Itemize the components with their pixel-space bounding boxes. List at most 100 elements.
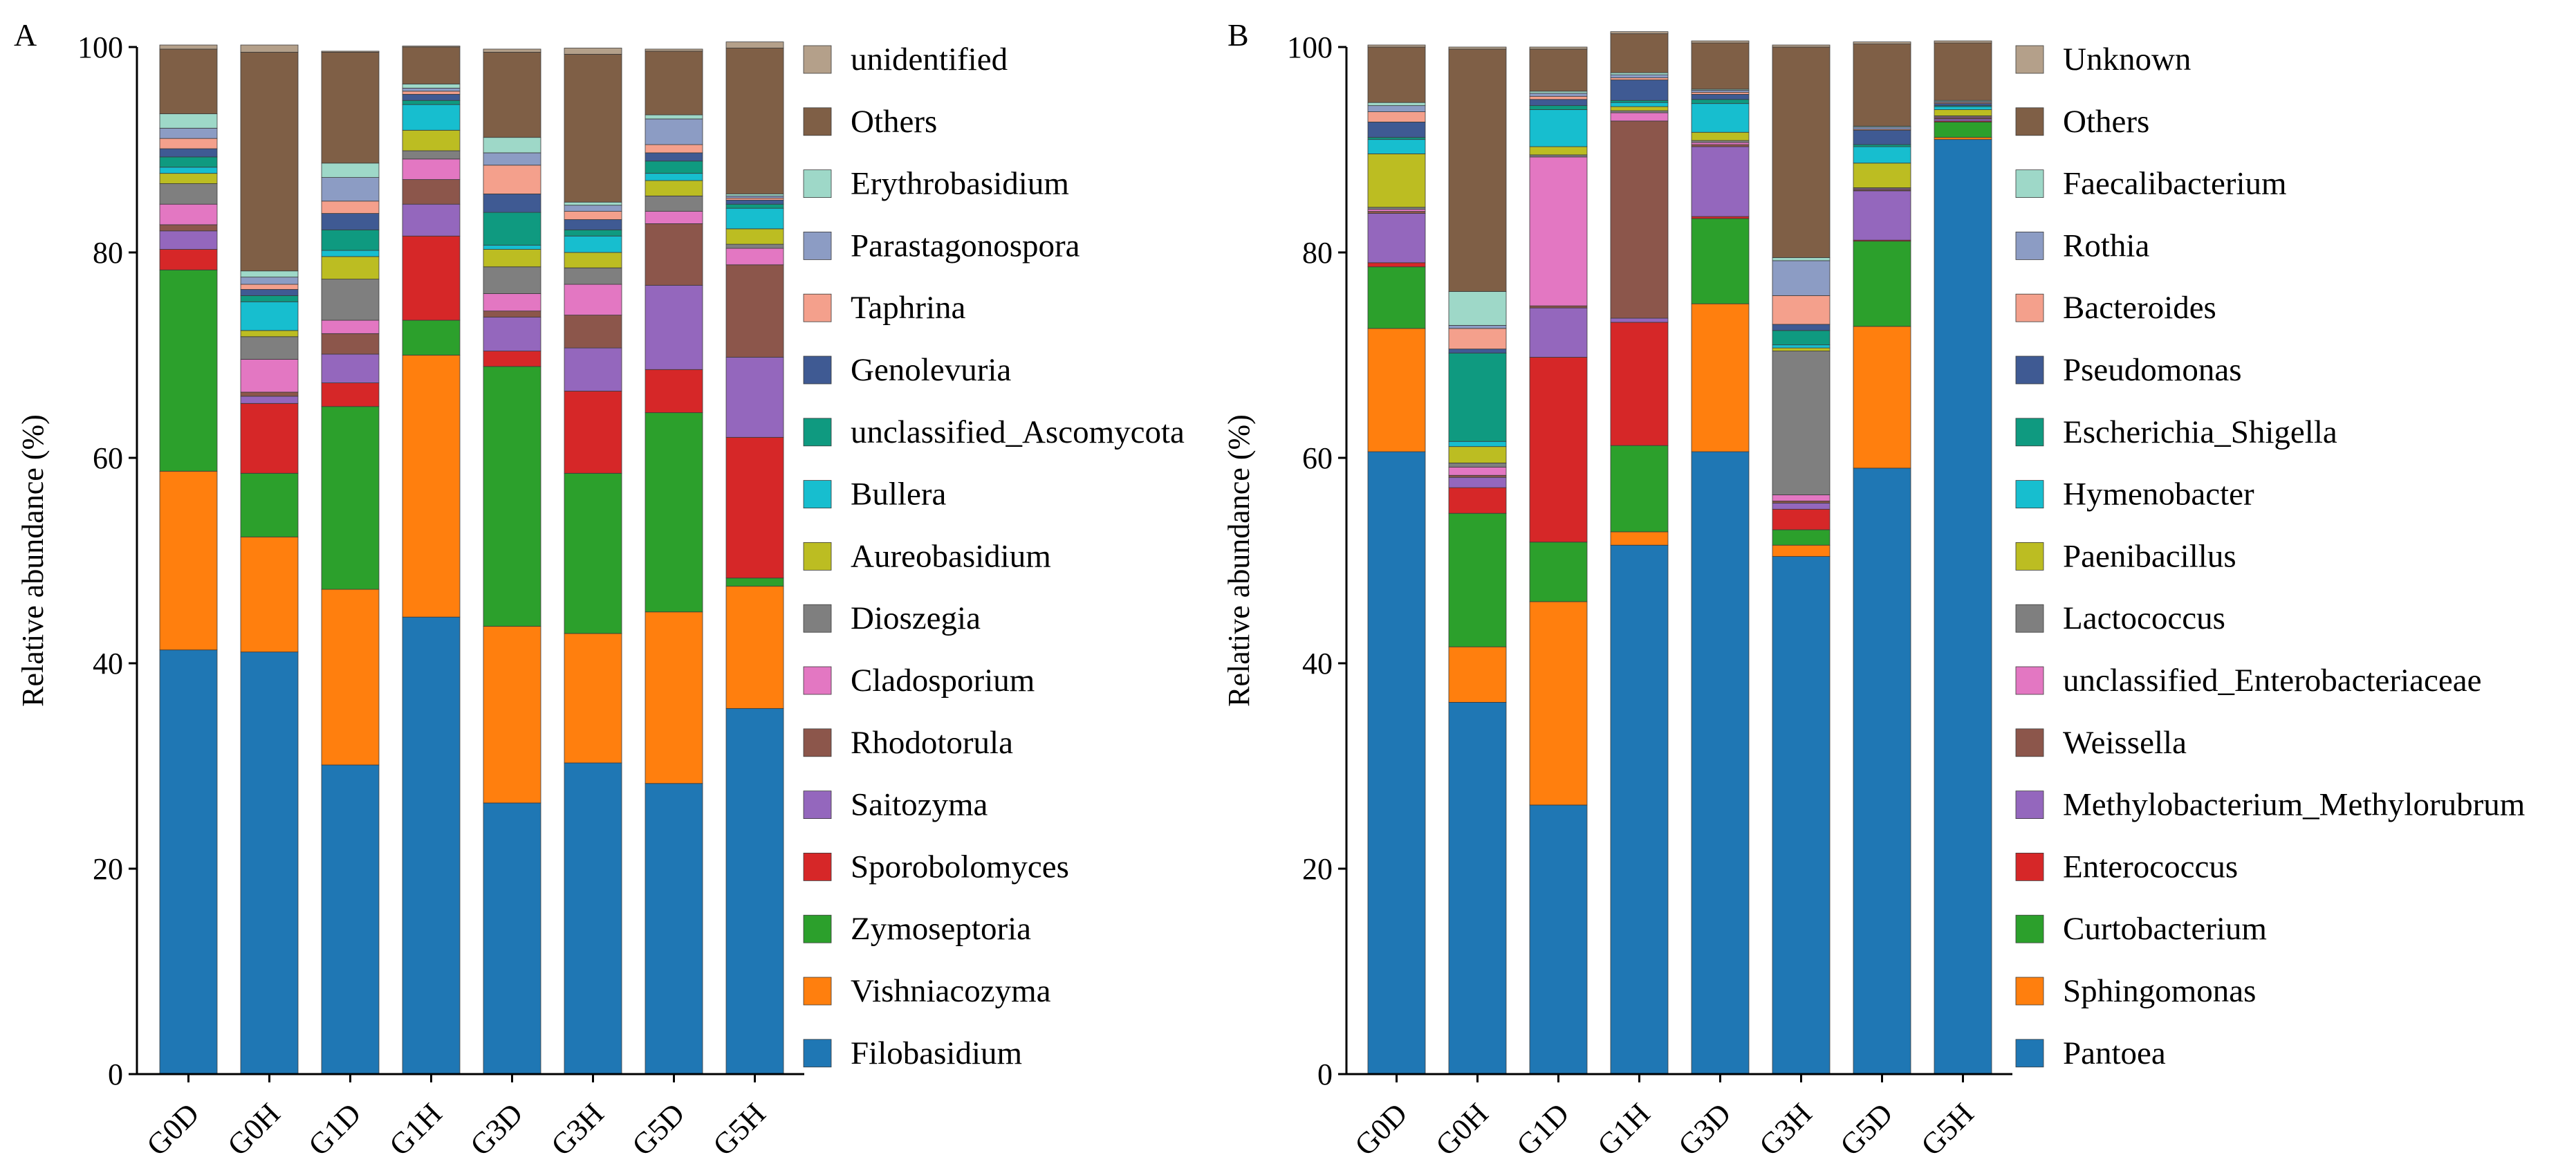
bar-segment-g1h-lactococcus (1610, 110, 1669, 113)
bar-segment-g0h-methylobacterium-methylorubrum (1448, 477, 1507, 488)
bar-segment-g0h-escherichia-shigella (1448, 353, 1507, 442)
bar-segment-g3d-erythrobasidium (483, 137, 541, 154)
bar-segment-g5h-genolevuria (725, 199, 784, 205)
bar-segment-g3h-methylobacterium-methylorubrum (1772, 502, 1831, 510)
bar-segment-g5d-sphingomonas (1853, 326, 1911, 469)
bar-segment-g0d-aureobasidium (159, 173, 218, 184)
bar-segment-g1h-saitozyma (402, 203, 461, 237)
bar-segment-g0h-lactococcus (1448, 463, 1507, 468)
legend-swatch (2015, 107, 2044, 136)
bar-segment-g1h-dioszegia (402, 150, 461, 160)
bar-segment-g1h-unknown (1610, 31, 1669, 35)
bar-segment-g3d-filobasidium (483, 802, 541, 1075)
bar-segment-g1d-bacteroides (1529, 95, 1588, 100)
bar-segment-g5d-saitozyma (645, 285, 703, 370)
legend-swatch (2015, 914, 2044, 943)
bar-segment-g1h-unclassified-ascomycota (402, 100, 461, 105)
bar-segment-g3d-curtobacterium (1691, 218, 1750, 304)
bar-segment-g3h-pantoea (1772, 556, 1831, 1075)
bar-segment-g0h-filobasidium (240, 652, 299, 1075)
bar-segment-g1d-pantoea (1529, 804, 1588, 1075)
bar-segment-g1d-zymoseptoria (321, 406, 380, 590)
bar-segment-g0d-filobasidium (159, 649, 218, 1075)
bar-segment-g1h-bacteroides (1610, 77, 1669, 80)
bar-segment-g0h-unknown (1448, 46, 1507, 50)
bar-segment-g3d-pantoea (1691, 451, 1750, 1075)
bar-segment-g0d-sporobolomyces (159, 249, 218, 270)
x-tick-label: G1D (1510, 1096, 1575, 1162)
legend-label: Paenibacillus (2063, 538, 2236, 574)
bar-segment-g0d-zymoseptoria (159, 269, 218, 472)
bar-segment-g1h-vishniacozyma (402, 355, 461, 618)
bar-segment-g3d-unclassified-enterobacteriaceae (1691, 142, 1750, 145)
x-tick-label: G1D (302, 1096, 367, 1162)
bar-segment-g3d-saitozyma (483, 317, 541, 351)
legend-swatch (803, 480, 832, 508)
bar-segment-g1d-rothia (1529, 93, 1588, 97)
bar-segment-g3d-escherichia-shigella (1691, 99, 1750, 104)
bar-segment-g0h-erythrobasidium (240, 270, 299, 278)
legend-swatch (2015, 666, 2044, 695)
bar-segment-g3d-hymenobacter (1691, 103, 1750, 133)
bar-segment-g1h-bullera (402, 104, 461, 131)
y-tick-label: 100 (1287, 30, 1333, 64)
bar-segment-g3d-unidentified (483, 48, 541, 53)
bar-segment-g0d-taphrina (159, 138, 218, 149)
x-tick-label: G0D (140, 1096, 205, 1162)
bar-segment-g0d-unclassified-enterobacteriaceae (1367, 209, 1426, 212)
bar-segment-g5h-sphingomonas (1934, 137, 1992, 140)
bar-segment-g3h-enterococcus (1772, 508, 1831, 530)
bar-segment-g3h-erythrobasidium (564, 201, 622, 206)
legend-label: Others (2063, 104, 2149, 140)
bar-segment-g5h-curtobacterium (1934, 122, 1992, 138)
panel-b: B G0D G0H G1D G1H G3D G3H G5D G5H 0 20 40 60 80 100 Rel… (1222, 17, 2525, 1163)
bar-segment-g3h-saitozyma (564, 347, 622, 391)
bar-segment-g3h-weissella (1772, 500, 1831, 504)
bar-segment-g3h-paenibacillus (1772, 347, 1831, 351)
bar-segment-g0h-saitozyma (240, 396, 299, 404)
legend-label: Weissella (2063, 725, 2187, 761)
bar-segment-g0h-rhodotorula (240, 391, 299, 397)
bar-segment-g3h-rothia (1772, 260, 1831, 296)
legend-label: Pseudomonas (2063, 352, 2242, 388)
bar-segment-g3h-genolevuria (564, 219, 622, 230)
bar-segment-g0d-parastagonospora (159, 127, 218, 139)
bar-segment-g1d-rhodotorula (321, 333, 380, 355)
bar-segment-g5h-unidentified (725, 41, 784, 48)
bar-segment-g0h-zymoseptoria (240, 472, 299, 537)
bar-segment-g5d-methylobacterium-methylorubrum (1853, 190, 1911, 241)
bar-segment-g3h-faecalibacterium (1772, 257, 1831, 261)
bar-segment-g0h-sphingomonas (1448, 646, 1507, 703)
bar-segment-g0d-unknown (1367, 44, 1426, 48)
bar-segment-g5d-unidentified (645, 48, 703, 52)
bar-segment-g3d-others (483, 52, 541, 138)
bar-segment-g5d-pantoea (1853, 468, 1911, 1075)
bar-segment-g1d-others (321, 52, 380, 164)
bar-segment-g3d-rothia (1691, 89, 1750, 93)
bar-segment-g3h-filobasidium (564, 762, 622, 1075)
bar-segment-g1h-sporobolomyces (402, 235, 461, 321)
x-tick-label: G3D (463, 1096, 529, 1162)
bar-segment-g1h-sphingomonas (1610, 531, 1669, 546)
legend-label: Curtobacterium (2063, 911, 2267, 947)
panel-a: A G0D G0H G1D G1H G3D G3H G5D G5H 0 20 40 60 80 100 Rel… (14, 17, 1185, 1163)
legend-label: Zymoseptoria (851, 911, 1031, 947)
bar-segment-g0d-faecalibacterium (1367, 102, 1426, 107)
bar-segment-g1h-genolevuria (402, 93, 461, 101)
bar-segment-g5h-dioszegia (725, 243, 784, 249)
legend-swatch (2015, 1039, 2044, 1068)
bar-segment-g3h-aureobasidium (564, 252, 622, 268)
bar-segment-g0h-others (240, 52, 299, 272)
y-tick-label: 20 (1302, 852, 1333, 886)
bar-segment-g1h-hymenobacter (1610, 102, 1669, 107)
legend-swatch (803, 853, 832, 881)
bar-segment-g1d-vishniacozyma (321, 589, 380, 766)
bar-segment-g0d-saitozyma (159, 230, 218, 250)
bar-segment-g5d-pseudomonas (1853, 129, 1911, 145)
legend-swatch (803, 169, 832, 198)
bar-segment-g0h-vishniacozyma (240, 536, 299, 653)
bar-segment-g0d-rhodotorula (159, 224, 218, 232)
legend-label: Genolevuria (851, 352, 1011, 388)
bar-segment-g5h-methylobacterium-methylorubrum (1934, 118, 1992, 122)
bar-segment-g5d-genolevuria (645, 152, 703, 162)
